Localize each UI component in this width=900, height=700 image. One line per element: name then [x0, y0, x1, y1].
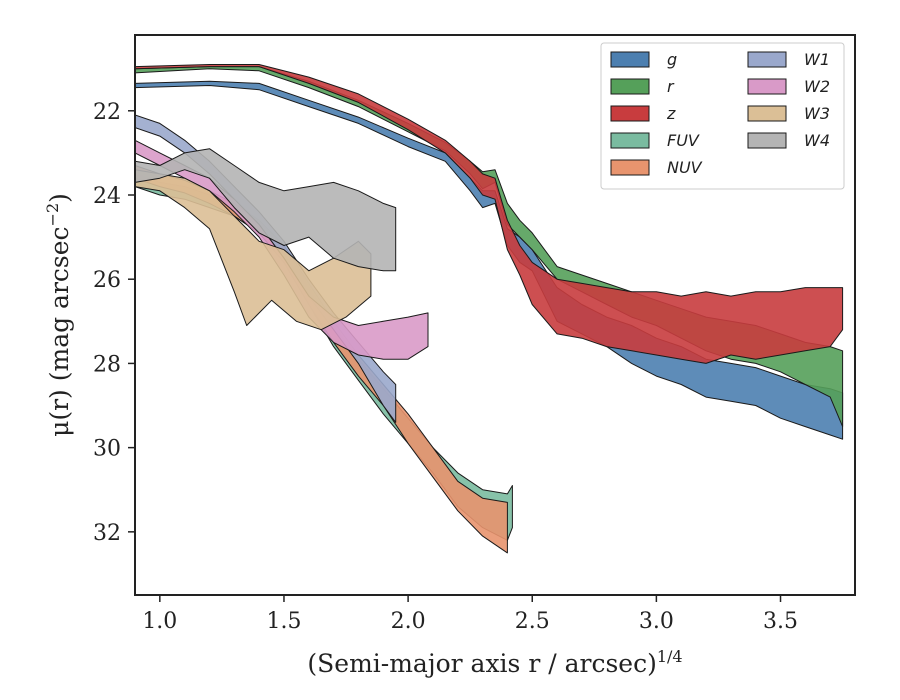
- legend-swatch: [747, 51, 787, 68]
- legend-swatch: [747, 132, 787, 149]
- plot-frame: [134, 34, 856, 596]
- legend-item-w3: W3: [747, 104, 830, 123]
- x-tick-label: 2.0: [391, 609, 426, 634]
- legend-swatch: [610, 105, 650, 122]
- legend-label: FUV: [667, 131, 700, 150]
- legend-label: W3: [804, 104, 830, 123]
- y-tick-label: 28: [93, 352, 121, 377]
- y-tick-label: 26: [93, 268, 121, 293]
- x-tick-label: 1.0: [142, 609, 177, 634]
- y-axis-label-exponent: −2: [43, 203, 62, 227]
- legend: grz FUV NUV W1 W2 W3 W4: [600, 42, 845, 190]
- legend-swatch: [610, 78, 650, 95]
- legend-swatch: [747, 105, 787, 122]
- legend-item-fuv: FUV: [610, 131, 700, 150]
- legend-swatch: [747, 78, 787, 95]
- x-axis-label-exponent: 1/4: [657, 647, 683, 666]
- legend-item-nuv: NUV: [610, 158, 703, 177]
- legend-label: W1: [804, 50, 830, 69]
- x-tick-label: 2.5: [515, 609, 550, 634]
- series-layer: [135, 64, 844, 554]
- y-axis-label: μ(r) (mag arcsec−2): [43, 193, 74, 437]
- y-tick-label: 32: [93, 521, 121, 546]
- series-band-z: [135, 64, 844, 364]
- legend-item-r: r: [610, 77, 675, 96]
- legend-swatch: [610, 51, 650, 68]
- y-axis-label-close: ): [45, 193, 74, 203]
- legend-item-z: z: [610, 104, 676, 123]
- legend-swatch: [610, 159, 650, 176]
- legend-item-g: g: [610, 50, 677, 69]
- legend-label: g: [667, 50, 677, 69]
- y-tick-label: 30: [93, 437, 121, 462]
- legend-label: W4: [804, 131, 830, 150]
- x-axis: 1.0 1.5 2.0 2.5 3.0 3.5: [142, 595, 798, 634]
- legend-label: W2: [804, 77, 830, 96]
- y-tick-label: 24: [93, 184, 121, 209]
- legend-item-w2: W2: [747, 77, 830, 96]
- x-axis-label: (Semi-major axis r / arcsec)1/4: [307, 647, 682, 678]
- y-axis: 22 24 26 28 30 32: [93, 100, 135, 546]
- legend-item-w1: W1: [747, 50, 830, 69]
- x-tick-label: 1.5: [266, 609, 301, 634]
- y-tick-label: 22: [93, 100, 121, 125]
- legend-label: NUV: [667, 158, 703, 177]
- legend-label: r: [667, 77, 675, 96]
- series-band-w4: [135, 148, 397, 272]
- legend-label: z: [666, 104, 676, 123]
- x-tick-label: 3.5: [763, 609, 798, 634]
- x-tick-label: 3.0: [639, 609, 674, 634]
- legend-item-w4: W4: [747, 131, 830, 150]
- legend-swatch: [610, 132, 650, 149]
- series-band-w3: [135, 169, 372, 331]
